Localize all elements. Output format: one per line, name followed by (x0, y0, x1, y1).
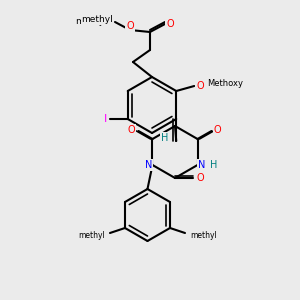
Text: I: I (104, 114, 107, 124)
Text: O: O (166, 19, 174, 29)
Text: methyl: methyl (75, 17, 107, 26)
Text: O: O (196, 81, 204, 91)
Text: O: O (196, 173, 204, 183)
Text: H: H (209, 160, 217, 170)
Text: O: O (128, 125, 135, 135)
Text: methyl: methyl (78, 230, 105, 239)
Text: methyl: methyl (81, 16, 113, 25)
Text: N: N (145, 160, 152, 170)
Text: Methoxy: Methoxy (207, 79, 243, 88)
Text: H: H (160, 133, 168, 143)
Text: O: O (126, 21, 134, 31)
Text: O: O (214, 125, 221, 135)
Text: N: N (198, 160, 205, 170)
Text: methyl: methyl (190, 230, 217, 239)
